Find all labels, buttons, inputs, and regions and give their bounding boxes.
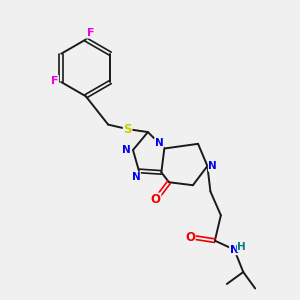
Text: N: N [154, 138, 163, 148]
Text: S: S [123, 123, 132, 136]
Text: F: F [86, 28, 94, 38]
Text: H: H [237, 242, 246, 252]
Text: N: N [230, 244, 239, 255]
Text: N: N [132, 172, 140, 182]
Text: O: O [185, 231, 195, 244]
Text: N: N [208, 161, 217, 171]
Text: N: N [122, 145, 131, 155]
Text: O: O [151, 193, 161, 206]
Text: F: F [51, 76, 59, 85]
